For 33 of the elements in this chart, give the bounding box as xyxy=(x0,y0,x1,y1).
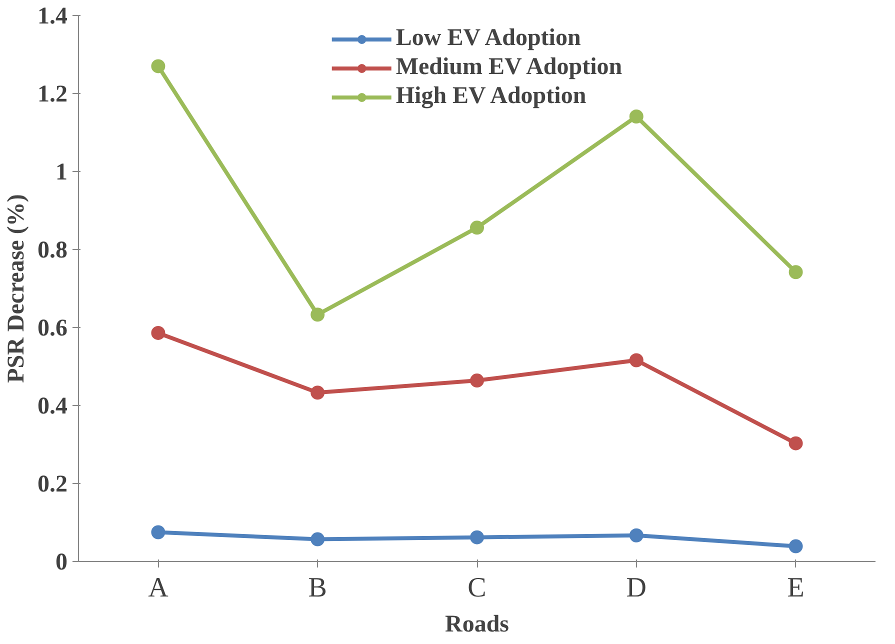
point xyxy=(151,59,166,74)
point xyxy=(310,386,325,400)
legend-label: High EV Adoption xyxy=(396,83,586,110)
point xyxy=(629,528,644,542)
x-tick-label: B xyxy=(308,572,327,604)
legend-label: Low EV Adoption xyxy=(396,25,581,52)
y-tick-label: 0.8 xyxy=(38,238,68,264)
y-tick-label: 0.2 xyxy=(38,472,68,498)
legend-label: Medium EV Adoption xyxy=(396,54,622,81)
point xyxy=(470,374,484,388)
y-tick-label: 1.4 xyxy=(38,4,68,30)
point xyxy=(788,436,803,450)
x-tick-label: C xyxy=(468,572,486,604)
x-axis-title: Roads xyxy=(444,612,510,638)
point xyxy=(788,265,803,280)
y-tick-label: 0.6 xyxy=(38,316,68,342)
point xyxy=(151,326,166,340)
x-tick-label: A xyxy=(148,572,170,604)
point xyxy=(470,530,484,544)
point xyxy=(629,110,644,124)
point xyxy=(310,308,325,322)
y-tick-label: 0 xyxy=(56,550,68,576)
y-axis-title: PSR Decrease (%) xyxy=(4,194,30,383)
y-tick-label: 1.2 xyxy=(38,82,68,108)
point xyxy=(151,525,166,540)
y-tick-label: 1 xyxy=(56,160,68,186)
point xyxy=(629,353,644,368)
x-tick-label: E xyxy=(787,572,804,604)
point xyxy=(788,539,803,554)
point xyxy=(470,220,484,235)
x-tick-label: D xyxy=(626,572,647,604)
y-tick-label: 0.4 xyxy=(38,394,68,420)
point xyxy=(310,532,325,546)
